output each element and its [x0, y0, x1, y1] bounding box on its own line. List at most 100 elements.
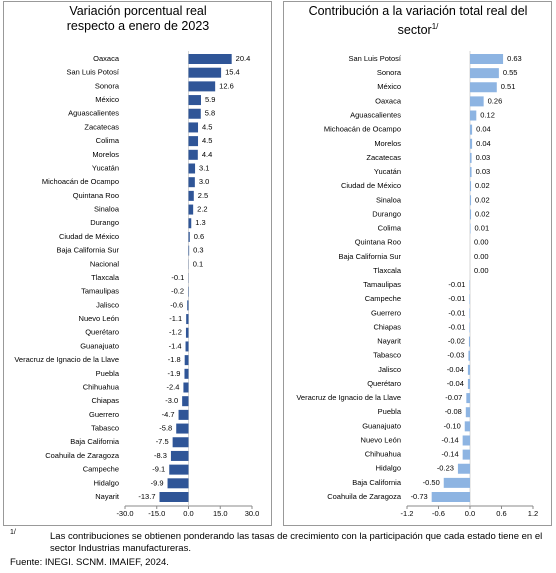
category-label: Campeche — [365, 294, 401, 303]
value-label: 20.4 — [236, 54, 251, 63]
value-label: -1.1 — [169, 314, 182, 323]
value-label: 4.5 — [202, 122, 212, 131]
bar — [469, 280, 470, 291]
category-label: Hidalgo — [376, 464, 401, 473]
bar — [465, 407, 470, 418]
value-label: -0.14 — [442, 450, 459, 459]
value-label: -0.23 — [437, 464, 454, 473]
bar — [470, 54, 504, 64]
value-label: -0.01 — [448, 294, 465, 303]
category-label: Tamaulipas — [81, 287, 119, 296]
bar — [188, 245, 190, 256]
value-label: -0.04 — [447, 365, 464, 374]
value-label: -7.5 — [156, 437, 169, 446]
x-tick-label: 0.0 — [183, 509, 193, 518]
bar — [467, 378, 470, 389]
category-label: Coahuila de Zaragoza — [45, 451, 120, 460]
bar — [188, 163, 196, 174]
value-label: 0.63 — [507, 54, 522, 63]
category-label: Sinaloa — [376, 195, 402, 204]
value-label: 0.02 — [475, 209, 490, 218]
bar — [182, 396, 189, 407]
bar — [188, 190, 194, 201]
category-label: Tlaxcala — [91, 273, 120, 282]
category-label: Sonora — [377, 68, 402, 77]
category-label: Sinaloa — [94, 205, 120, 214]
value-label: 3.1 — [199, 163, 209, 172]
category-label: Zacatecas — [366, 153, 401, 162]
value-label: -0.10 — [444, 421, 461, 430]
value-label: 0.12 — [480, 111, 495, 120]
title-text: Contribución a la variación total real d… — [308, 4, 528, 38]
value-label: -0.1 — [171, 273, 184, 282]
value-label: -2.4 — [166, 382, 179, 391]
bar — [169, 464, 189, 475]
value-label: 0.1 — [193, 259, 203, 268]
category-label: Chihuahua — [83, 382, 120, 391]
category-label: Baja California — [70, 437, 120, 446]
value-label: -1.4 — [169, 341, 182, 350]
value-label: -13.7 — [138, 492, 155, 501]
bar — [467, 364, 470, 375]
category-label: Nayarit — [95, 492, 120, 501]
bar — [431, 492, 470, 502]
category-label: Quintana Roo — [73, 191, 119, 200]
value-label: -8.3 — [154, 451, 167, 460]
value-label: -0.6 — [170, 300, 183, 309]
value-label: -1.9 — [168, 369, 181, 378]
value-label: 0.02 — [475, 195, 490, 204]
category-label: Jalisco — [96, 300, 119, 309]
value-label: -0.50 — [423, 478, 440, 487]
category-label: Durango — [372, 209, 401, 218]
bar — [470, 209, 472, 220]
category-label: Guanajuato — [362, 421, 401, 430]
bar — [188, 108, 201, 119]
bar — [178, 409, 189, 420]
bar — [443, 477, 470, 488]
category-label: Querétaro — [367, 379, 401, 388]
category-label: Aguascalientes — [350, 111, 401, 120]
value-label: -1.8 — [168, 355, 181, 364]
category-label: Ciudad de México — [59, 232, 119, 241]
category-label: Chiapas — [373, 322, 401, 331]
bar — [188, 136, 199, 147]
value-label: -0.04 — [447, 379, 464, 388]
category-label: Michoacán de Ocampo — [324, 125, 401, 134]
bar — [185, 327, 189, 338]
category-label: Yucatán — [374, 167, 401, 176]
bar — [185, 341, 189, 352]
category-label: Sonora — [95, 81, 120, 90]
value-label: 0.00 — [474, 252, 489, 261]
value-label: 0.03 — [476, 153, 491, 162]
x-tick-label: 0.6 — [496, 509, 506, 518]
bar — [176, 423, 189, 434]
value-label: 0.02 — [475, 181, 490, 190]
value-label: -0.2 — [171, 287, 184, 296]
bar — [469, 322, 470, 333]
category-label: Baja California Sur — [56, 246, 119, 255]
category-label: Nacional — [90, 259, 120, 268]
category-label: Jalisco — [378, 365, 401, 374]
value-label: 12.6 — [219, 81, 234, 90]
bar — [462, 449, 470, 460]
value-label: -1.2 — [169, 328, 182, 337]
category-label: Nuevo León — [79, 314, 119, 323]
value-label: 0.51 — [501, 82, 516, 91]
bar — [186, 314, 189, 325]
category-label: San Luis Potosí — [348, 54, 401, 63]
bar — [188, 54, 232, 64]
bar — [470, 152, 472, 163]
category-label: Nuevo León — [361, 435, 401, 444]
x-tick-label: 0.0 — [465, 509, 475, 518]
value-label: 3.0 — [199, 177, 209, 186]
category-label: Nayarit — [377, 337, 402, 346]
value-label: 2.2 — [197, 205, 207, 214]
category-label: Querétaro — [85, 328, 119, 337]
bar — [188, 177, 195, 188]
bar — [464, 421, 470, 432]
value-label: 5.9 — [205, 95, 215, 104]
value-label: -0.02 — [448, 337, 465, 346]
bar — [470, 195, 472, 206]
value-label: -3.0 — [165, 396, 178, 405]
value-label: 0.26 — [488, 96, 503, 105]
